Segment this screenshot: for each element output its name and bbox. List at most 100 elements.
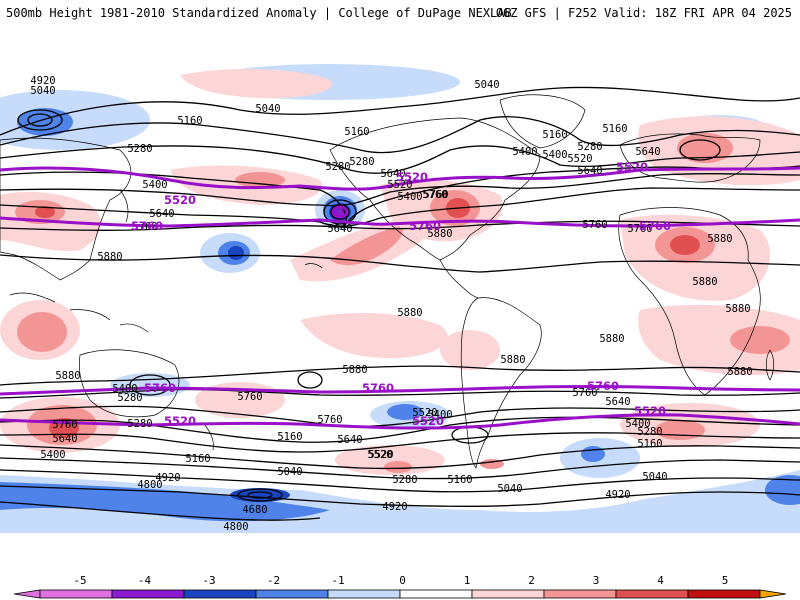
contour-label: 5760	[582, 219, 607, 231]
neg-anom-ne-pacific-4	[335, 209, 345, 217]
colorbar-max-arrow	[759, 589, 787, 599]
contour-label: 5640	[635, 146, 660, 158]
colorbar-tick-label: -3	[202, 574, 215, 587]
highlight-contour-label: 5520	[412, 414, 444, 428]
contour-5760-north	[0, 220, 800, 231]
contour-label: 5760	[52, 419, 77, 431]
contour-low-antarctic	[237, 488, 283, 502]
contour-label: 5760	[422, 189, 447, 201]
neg-anom-south-america-2	[387, 404, 423, 420]
contour-label: 4800	[223, 521, 248, 533]
colorbar-tick-label: 1	[464, 574, 471, 587]
neg-anom-antarctic-2	[0, 482, 330, 522]
coast-africa	[618, 207, 761, 396]
coast-south-america	[460, 297, 542, 469]
contour-label: 5280	[349, 156, 374, 168]
contour-label: 5880	[97, 251, 122, 263]
contour-label: 4680	[242, 504, 267, 516]
contour-label: 5880	[727, 366, 752, 378]
coast-new-zealand	[204, 424, 214, 451]
contour-5640-north	[0, 187, 800, 227]
contour-label: 5160	[277, 431, 302, 443]
contour-label: 5280	[127, 418, 152, 430]
contour-label: 5400	[397, 191, 422, 203]
contour-4800-south	[0, 501, 321, 521]
colorbar-tick-label: 0	[399, 574, 406, 587]
contour-5400-north	[0, 165, 800, 226]
pos-anom-west-pacific-2	[235, 172, 285, 188]
contour-label: 5400	[427, 409, 452, 421]
highlight-contour-label: 5520	[164, 193, 196, 207]
contour-label: 5400	[512, 146, 537, 158]
contour-label: 5640	[327, 223, 352, 235]
contour-label: 5880	[397, 307, 422, 319]
contour-5880-south	[0, 365, 800, 386]
colorbar-min-arrow	[13, 589, 41, 599]
contour-label: 5160	[542, 129, 567, 141]
contour-label: 5640	[577, 165, 602, 177]
contour-label: 5280	[637, 426, 662, 438]
contour-5520-south-bold	[0, 413, 800, 430]
contour-label: 5640	[149, 208, 174, 220]
contour-label: 5760	[317, 414, 342, 426]
contour-label: 5040	[474, 79, 499, 91]
highlight-contour-label: 5760	[131, 219, 163, 233]
anomaly-map: 4920504050405160528054005640576058805160…	[0, 40, 800, 533]
contour-label: 5880	[725, 303, 750, 315]
coast-europe	[619, 133, 761, 183]
contour-5160-north	[0, 116, 800, 154]
contour-label: 4920	[605, 489, 630, 501]
highlight-contour-label: 5520	[396, 170, 428, 184]
contour-label: 5160	[344, 126, 369, 138]
contour-label: 5400	[625, 418, 650, 430]
contour-5760-south	[0, 388, 800, 399]
pos-anom-tropical-west-pacific-2	[17, 312, 67, 352]
contour-5040-north	[0, 86, 800, 136]
coast-asia	[0, 137, 132, 281]
coast-maritime-islands	[9, 292, 149, 333]
contour-5040-south	[0, 469, 800, 493]
contour-label: 5880	[342, 364, 367, 376]
contour-label: 5640	[380, 168, 405, 180]
contour-label: 5640	[337, 434, 362, 446]
colorbar-tick-label: -1	[331, 574, 344, 587]
neg-anom-antarctic-3	[230, 488, 290, 502]
highlight-contour-label: 5760	[639, 219, 671, 233]
pos-anom-north-africa-3	[670, 235, 700, 255]
neg-anom-south-atlantic-2	[581, 446, 605, 462]
coast-japan	[119, 189, 129, 223]
contour-5280-south	[0, 444, 800, 470]
contour-label: 5040	[497, 483, 522, 495]
contour-label: 5160	[637, 438, 662, 450]
highlight-contours	[0, 166, 800, 430]
colorbar-swatch	[399, 589, 473, 599]
colorbar-tick-label: -4	[138, 574, 152, 587]
contour-label: 5160	[602, 123, 627, 135]
contour-label: 5760	[237, 391, 262, 403]
contour-high-south-pacific	[297, 371, 323, 389]
height-contours	[0, 86, 800, 521]
contour-label: 5280	[127, 143, 152, 155]
contour-label: 5880	[427, 228, 452, 240]
colorbar-tick-label: 2	[528, 574, 535, 587]
colorbar-swatch	[183, 589, 257, 599]
contour-low-antarctic-2	[247, 491, 273, 499]
contour-label: 5880	[707, 233, 732, 245]
contour-label: 5400	[142, 179, 167, 191]
contour-low-ne-pacific-bold	[331, 205, 349, 219]
highlight-contour-label: 5760	[587, 379, 619, 393]
pos-anom-southern-africa-2	[730, 326, 790, 354]
contour-5520-north	[0, 173, 800, 207]
coast-hawaii	[304, 263, 323, 269]
contour-label: 5880	[55, 370, 80, 382]
pos-anom-subtropical-pacific-2	[330, 226, 403, 266]
coast-north-america	[329, 117, 541, 261]
colorbar-ticks: -5 -4 -3 -2 -1 0 1 2 3 4 5	[73, 574, 728, 587]
contour-5400-south	[0, 432, 800, 453]
colorbar-swatch	[471, 589, 545, 599]
contour-label: 5280	[577, 141, 602, 153]
contour-label: 5520	[368, 449, 393, 461]
contour-label: 4920	[382, 501, 407, 513]
pos-anom-east-asia-3	[35, 206, 55, 218]
